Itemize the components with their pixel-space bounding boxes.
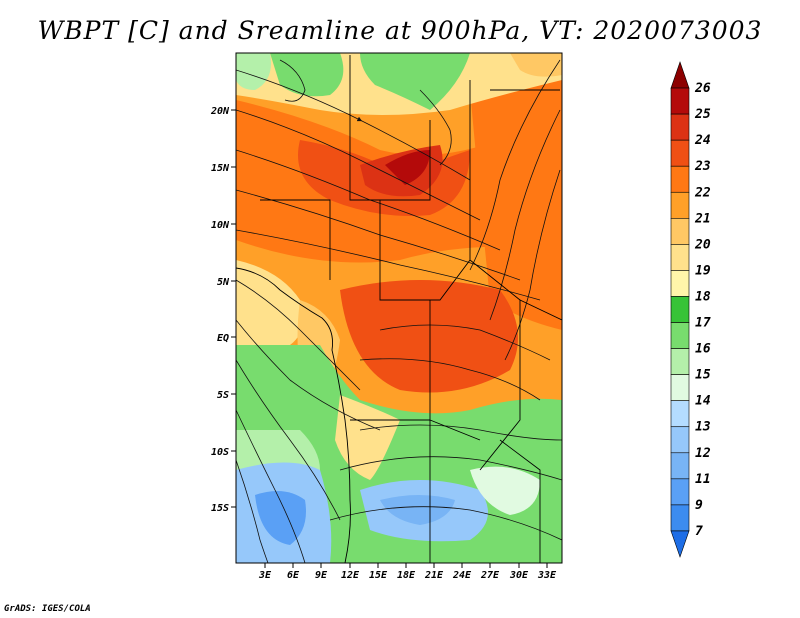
lon-label: 21E (424, 570, 444, 581)
colorbar-label: 7 (695, 524, 703, 539)
colorbar-segment (670, 244, 690, 271)
colorbar-label: 13 (695, 420, 711, 435)
colorbar-label: 25 (694, 107, 711, 122)
lon-label: 18E (397, 570, 416, 581)
colorbar-label: 15 (695, 368, 711, 383)
lon-label: 6E (287, 570, 300, 581)
lat-label: 5S (217, 390, 229, 401)
colorbar-segment (670, 218, 690, 245)
colorbar-segment (670, 322, 690, 349)
lon-label: 30E (509, 570, 529, 581)
colorbar-segment (670, 165, 690, 193)
colorbar-segment (670, 452, 690, 480)
lat-label: EQ (217, 333, 229, 344)
wbpt-field (236, 53, 562, 563)
lat-label: 15S (211, 503, 229, 514)
lon-label: 33E (537, 570, 557, 581)
lat-label: 5N (217, 277, 230, 288)
colorbar-label: 18 (695, 289, 711, 304)
colorbar-label: 16 (695, 342, 711, 357)
credit-text: GrADS: IGES/COLA (4, 604, 91, 614)
colorbar-label: 26 (694, 81, 711, 96)
colorbar-segment (670, 270, 690, 297)
colorbar-label: 23 (694, 159, 711, 174)
colorbar-label: 19 (695, 263, 711, 278)
colorbar-label: 14 (695, 394, 711, 409)
colorbar-label: 17 (695, 316, 711, 331)
lon-label: 24E (452, 570, 472, 581)
colorbar-segment (670, 296, 690, 323)
lon-label: 27E (480, 570, 500, 581)
lon-axis: 3E 6E 9E 12E 15E 18E 21E 24E 27E 30E 33E (258, 563, 557, 581)
colorbar-segment (670, 87, 690, 115)
colorbar-label: 11 (695, 472, 711, 487)
lat-label: 10S (211, 447, 229, 458)
colorbar-label: 20 (694, 237, 711, 252)
country-borders (236, 55, 562, 563)
colorbar: 26 25 24 23 22 21 20 19 18 17 16 15 14 13 12 11 9 7 (670, 61, 711, 558)
colorbar-segment (670, 113, 690, 141)
lon-label: 9E (315, 570, 328, 581)
colorbar-segment (670, 61, 690, 89)
colorbar-segment (670, 191, 690, 219)
lat-label: 10N (211, 220, 230, 231)
lat-label: 20N (210, 106, 230, 117)
lon-label: 3E (258, 570, 272, 581)
colorbar-label: 22 (694, 185, 711, 200)
colorbar-segment (670, 139, 690, 167)
lat-label: 15N (211, 163, 230, 174)
colorbar-segment (670, 348, 690, 375)
colorbar-segment (670, 478, 690, 506)
colorbar-segment (670, 400, 690, 428)
colorbar-label: 9 (695, 498, 703, 513)
plot-frame (235, 52, 563, 564)
colorbar-label: 12 (695, 446, 711, 461)
colorbar-segment (670, 530, 690, 558)
lon-label: 15E (369, 570, 388, 581)
lon-label: 12E (341, 570, 360, 581)
colorbar-label: 24 (694, 133, 711, 148)
lat-axis: 20N 15N 10N 5N EQ 5S 10S 15S (210, 106, 236, 514)
map-title: WBPT [C] and Sreamline at 900hPa, VT: 20… (37, 16, 763, 45)
colorbar-segment (670, 426, 690, 454)
colorbar-segment (670, 374, 690, 401)
colorbar-segment (670, 504, 690, 532)
streamlines (236, 59, 562, 563)
colorbar-label: 21 (694, 211, 711, 226)
